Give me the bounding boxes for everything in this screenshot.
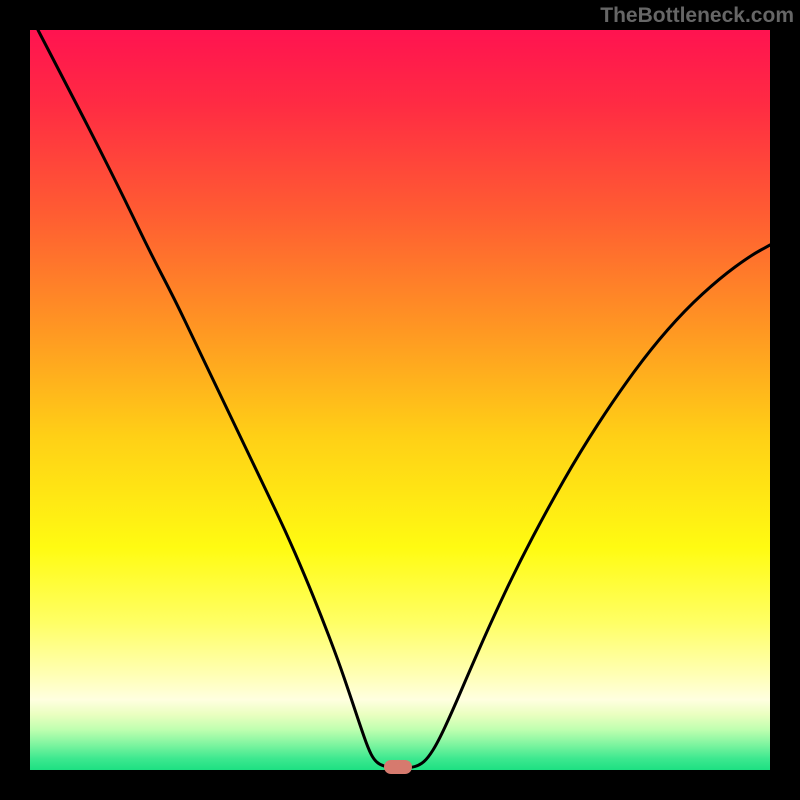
watermark-text: TheBottleneck.com xyxy=(600,4,794,28)
plot-background-gradient xyxy=(30,30,770,770)
optimal-point-marker xyxy=(384,760,412,774)
chart-frame: TheBottleneck.com xyxy=(0,0,800,800)
bottleneck-chart xyxy=(0,0,800,800)
